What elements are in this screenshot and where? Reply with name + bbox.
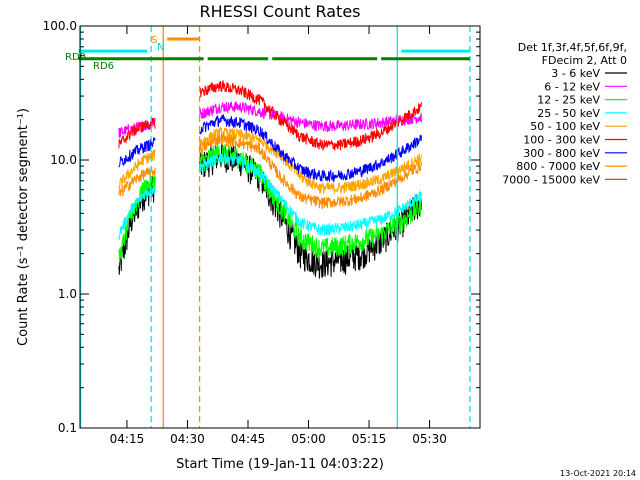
x-tick-label: 04:15 — [110, 432, 145, 446]
legend-label: 7000 - 15000 keV — [502, 173, 600, 186]
y-tick-label: 0.1 — [58, 421, 77, 435]
legend-label: 50 - 100 keV — [530, 120, 600, 133]
legend-label: 6 - 12 keV — [544, 80, 600, 93]
x-tick-label: 04:30 — [170, 432, 205, 446]
chart-title: RHESSI Count Rates — [200, 2, 361, 21]
series-line — [118, 137, 156, 168]
y-tick-label: 1.0 — [58, 287, 77, 301]
state-label: RD0 — [65, 52, 86, 63]
y-tick-label: 10.0 — [50, 153, 77, 167]
series-line — [199, 126, 422, 194]
legend-label: 12 - 25 keV — [537, 94, 600, 107]
series-line — [118, 174, 156, 263]
series-line — [118, 176, 156, 275]
series-line — [199, 142, 422, 279]
legend-label: 100 - 300 keV — [523, 134, 600, 147]
legend-header: Det 1f,3f,4f,5f,6f,9f, — [518, 41, 627, 54]
y-tick-label: 100.0 — [43, 19, 77, 33]
x-tick-label: 04:45 — [231, 432, 266, 446]
x-tick-label: 05:15 — [352, 432, 387, 446]
series-line — [118, 185, 156, 240]
state-label: RD6 — [93, 61, 114, 72]
x-tick-label: 05:00 — [291, 432, 326, 446]
state-label: N — [157, 42, 164, 53]
series-line — [118, 166, 156, 197]
plot-frame — [79, 25, 481, 429]
legend-label: 800 - 7000 keV — [516, 160, 600, 173]
series-line — [199, 143, 422, 259]
legend-label: 300 - 800 keV — [523, 147, 600, 160]
series-line — [199, 133, 422, 210]
state-label: S — [151, 35, 157, 46]
overlay-layer: RD0 RD6 SN — [65, 26, 471, 428]
legend-header: FDecim 2, Att 0 — [542, 54, 627, 67]
x-tick-label: 05:30 — [412, 432, 447, 446]
series-line — [199, 152, 422, 237]
series-line — [118, 117, 156, 149]
axis-layer: 04:15 04:30 04:45 05:00 05:15 05:30 0.1 1.0 10.0… — [43, 19, 480, 446]
legend-label: 25 - 50 keV — [537, 107, 600, 120]
legend: Det 1f,3f,4f,5f,6f,9f,FDecim 2, Att 03 -… — [502, 41, 627, 186]
series-line — [118, 149, 156, 191]
footer-timestamp: 13-Oct-2021 20:14 — [560, 469, 636, 478]
legend-label: 3 - 6 keV — [551, 67, 600, 80]
series-line — [199, 79, 422, 151]
series-line — [199, 101, 422, 132]
y-axis-label: Count Rate (s⁻¹ detector segment⁻¹) — [16, 108, 31, 346]
data-layer — [118, 79, 422, 279]
x-axis-label: Start Time (19-Jan-11 04:03:22) — [176, 457, 384, 472]
series-line — [199, 114, 422, 183]
